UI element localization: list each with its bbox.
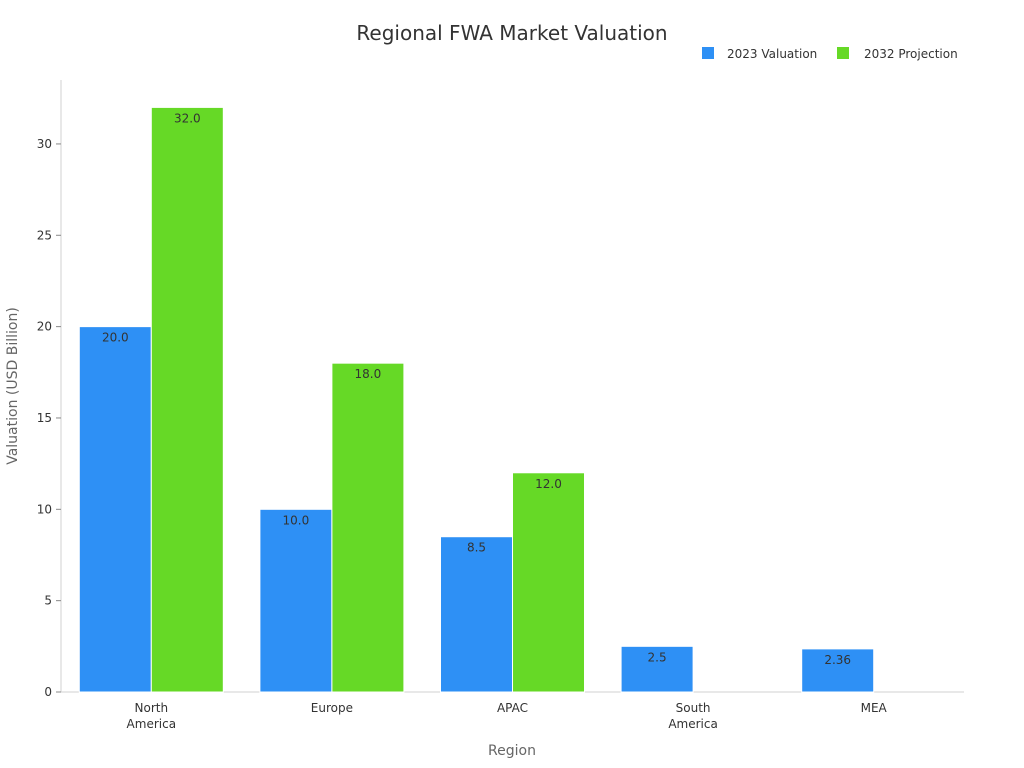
x-tick-label: South America xyxy=(668,701,718,731)
x-axis-title: Region xyxy=(488,743,536,759)
bar-2032-1 xyxy=(331,362,405,693)
bar-2023-1 xyxy=(259,508,333,693)
data-label: 2.5 xyxy=(648,650,667,664)
x-tick-label: APAC xyxy=(497,701,528,715)
legend-swatch-2032 xyxy=(837,47,849,59)
y-tick-label: 20 xyxy=(37,320,52,334)
data-label: 18.0 xyxy=(355,367,382,381)
y-tick-label: 25 xyxy=(37,228,52,242)
bar-2023-4 xyxy=(801,648,875,693)
data-label: 2.36 xyxy=(824,653,851,667)
bar-2032-0 xyxy=(150,106,224,693)
y-tick-label: 0 xyxy=(44,685,52,699)
data-label: 8.5 xyxy=(467,541,486,555)
chart-title: Regional FWA Market Valuation xyxy=(356,21,667,45)
x-tick-label: North America xyxy=(127,701,177,731)
y-tick-label: 30 xyxy=(37,137,52,151)
legend-swatch-2023 xyxy=(702,47,714,59)
x-tick-label: MEA xyxy=(861,701,888,715)
x-tick-label: Europe xyxy=(311,701,353,715)
legend: 2023 Valuation 2032 Projection xyxy=(702,47,958,61)
y-axis-title: Valuation (USD Billion) xyxy=(5,307,21,465)
bar-2032-2 xyxy=(512,472,585,693)
data-label: 12.0 xyxy=(535,477,562,491)
bar-2023-0 xyxy=(78,326,152,693)
y-tick-label: 5 xyxy=(44,594,52,608)
y-tick-label: 15 xyxy=(37,411,52,425)
bar-2023-3 xyxy=(620,645,694,693)
legend-label-2032: 2032 Projection xyxy=(864,47,958,61)
y-tick-label: 10 xyxy=(37,502,52,516)
data-label: 10.0 xyxy=(283,513,310,527)
data-label: 32.0 xyxy=(174,111,201,125)
data-label: 20.0 xyxy=(102,331,129,345)
bar-2023-2 xyxy=(440,536,513,693)
data-labels: 20.0 32.0 10.0 18.0 8.5 12.0 2.5 2.36 xyxy=(102,111,851,666)
legend-label-2023: 2023 Valuation xyxy=(727,47,817,61)
bars xyxy=(78,106,875,693)
